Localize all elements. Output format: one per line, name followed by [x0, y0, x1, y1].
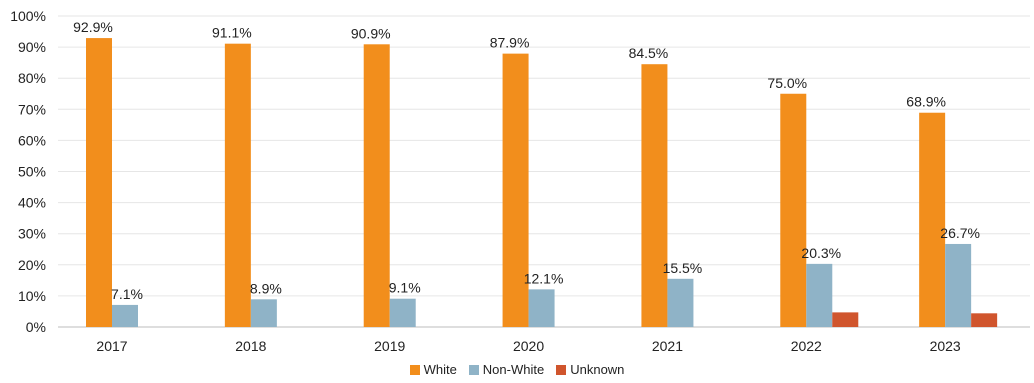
x-tick-label: 2022 — [791, 338, 822, 354]
legend-item: Unknown — [556, 362, 624, 377]
data-label: 68.9% — [906, 94, 946, 110]
bar-unknown-2022 — [832, 312, 859, 327]
bar-non-white-2017 — [112, 304, 138, 327]
bar-non-white-2020 — [528, 289, 555, 327]
y-tick-label: 30% — [18, 226, 46, 242]
data-label: 8.9% — [250, 280, 282, 296]
legend-label: Unknown — [570, 362, 625, 377]
data-label: 20.3% — [801, 245, 841, 261]
y-tick-label: 10% — [18, 288, 46, 304]
y-tick-label: 80% — [18, 70, 46, 86]
bar-white-2023 — [919, 112, 946, 327]
data-label: 7.1% — [111, 286, 143, 302]
x-tick-label: 2020 — [513, 338, 544, 354]
bar-white-2019 — [363, 44, 390, 328]
bar-non-white-2023 — [945, 243, 972, 327]
x-tick-label: 2021 — [652, 338, 683, 354]
y-tick-label: 40% — [18, 195, 46, 211]
data-label: 15.5% — [663, 260, 703, 276]
x-tick-label: 2018 — [235, 338, 266, 354]
x-tick-label: 2017 — [96, 338, 127, 354]
data-label: 90.9% — [351, 25, 391, 41]
legend-swatch — [556, 364, 567, 375]
data-label: 9.1% — [389, 280, 421, 296]
legend: White Non-White Unknown — [0, 362, 1034, 377]
legend-swatch — [409, 364, 420, 375]
data-label: 87.9% — [490, 35, 530, 51]
bar-non-white-2021 — [667, 278, 694, 327]
legend-label: Non-White — [482, 362, 545, 377]
y-tick-label: 70% — [18, 101, 46, 117]
data-label: 75.0% — [767, 75, 807, 91]
data-label: 91.1% — [212, 25, 252, 41]
x-tick-label: 2019 — [374, 338, 405, 354]
y-tick-label: 90% — [18, 39, 46, 55]
y-tick-label: 0% — [26, 319, 46, 335]
bar-white-2020 — [502, 53, 529, 327]
bar-non-white-2022 — [806, 263, 833, 327]
x-tick-label: 2023 — [930, 338, 961, 354]
y-tick-label: 60% — [18, 132, 46, 148]
bar-non-white-2019 — [389, 298, 416, 327]
legend-label: White — [423, 362, 457, 377]
bar-white-2017 — [86, 38, 112, 328]
y-tick-label: 20% — [18, 257, 46, 273]
legend-item: Non-White — [468, 362, 545, 377]
data-label: 12.1% — [524, 270, 564, 286]
bar-white-2022 — [780, 93, 807, 327]
data-label: 26.7% — [940, 225, 980, 241]
bar-chart: 0% 10% 20% 30% 40% 50% 60% 70% 80% 90% 100% 92.9% 7.… — [10, 8, 1030, 354]
y-tick-label: 50% — [18, 164, 46, 180]
legend-swatch — [468, 364, 479, 375]
y-tick-label: 100% — [10, 8, 46, 24]
bar-non-white-2018 — [250, 299, 277, 327]
bar-white-2021 — [641, 64, 668, 327]
legend-item: White — [409, 362, 457, 377]
bar-white-2018 — [224, 43, 251, 327]
data-label: 84.5% — [629, 45, 669, 61]
bar-unknown-2023 — [971, 313, 998, 327]
data-label: 92.9% — [73, 19, 113, 35]
